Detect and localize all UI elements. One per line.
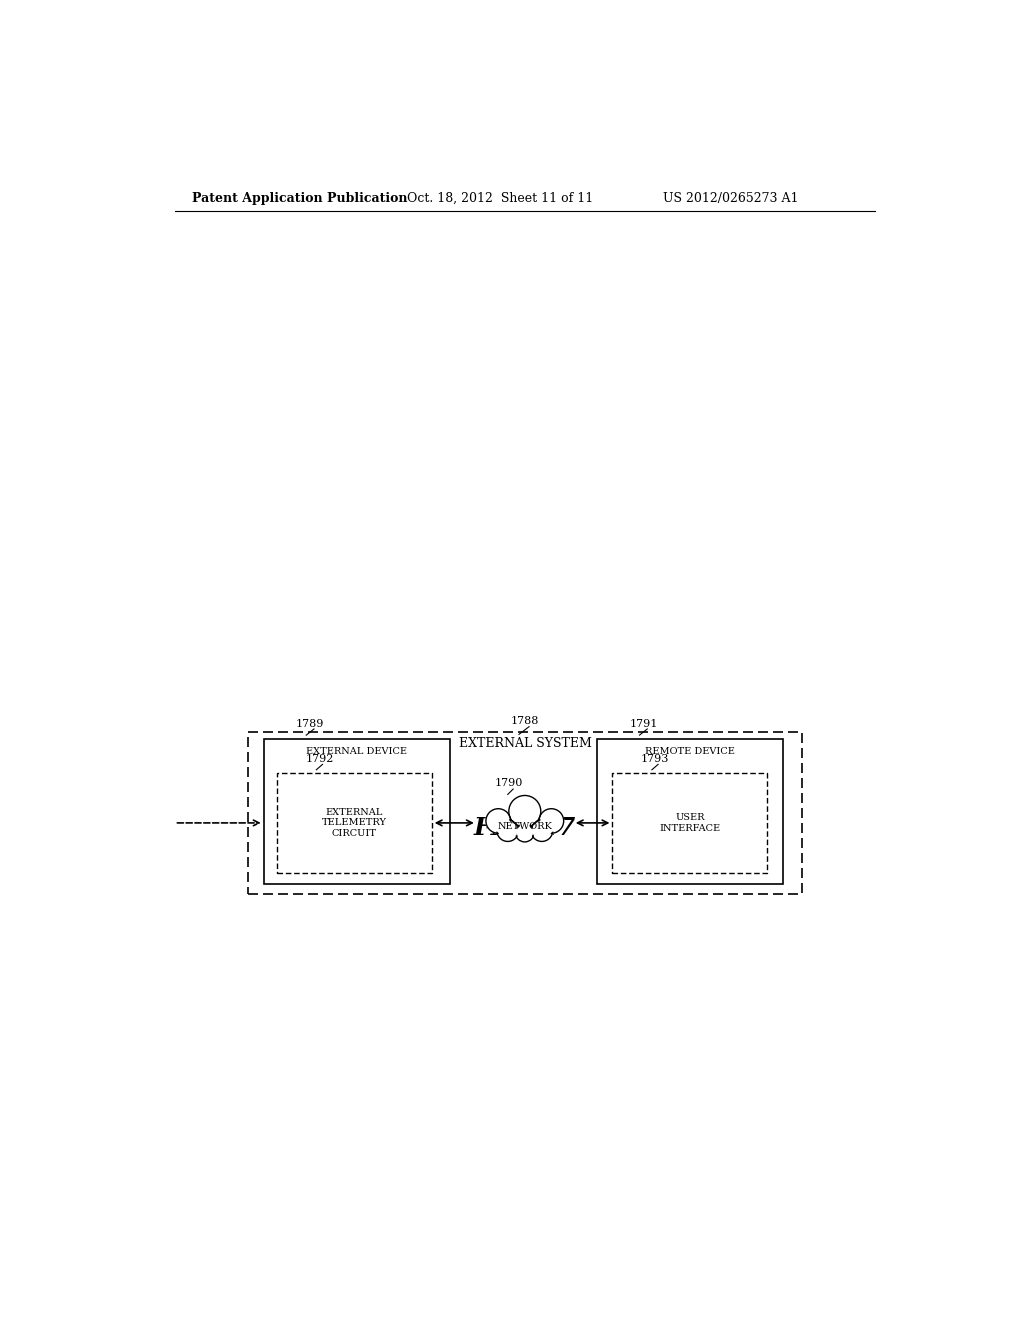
Circle shape: [540, 809, 563, 833]
Circle shape: [515, 824, 535, 842]
Bar: [263, 739, 450, 884]
Bar: [276, 774, 432, 873]
Circle shape: [531, 821, 552, 841]
Circle shape: [539, 809, 563, 833]
Bar: [248, 733, 802, 894]
Circle shape: [497, 820, 518, 841]
Circle shape: [517, 825, 532, 841]
Circle shape: [509, 796, 541, 828]
Bar: [612, 774, 767, 873]
Circle shape: [516, 824, 534, 841]
Text: Patent Application Publication: Patent Application Publication: [191, 191, 408, 205]
Text: 1788: 1788: [511, 715, 540, 726]
Circle shape: [486, 809, 510, 833]
Circle shape: [541, 810, 562, 832]
Text: US 2012/0265273 A1: US 2012/0265273 A1: [663, 191, 799, 205]
Text: Oct. 18, 2012  Sheet 11 of 11: Oct. 18, 2012 Sheet 11 of 11: [407, 191, 593, 205]
Text: USER
INTERFACE: USER INTERFACE: [659, 813, 721, 833]
Text: 1790: 1790: [496, 777, 523, 788]
Bar: [597, 739, 783, 884]
Text: 1792: 1792: [305, 754, 334, 764]
Text: EXTERNAL SYSTEM: EXTERNAL SYSTEM: [459, 737, 592, 750]
Circle shape: [532, 821, 551, 840]
Circle shape: [510, 797, 540, 826]
Circle shape: [531, 820, 553, 841]
Circle shape: [498, 821, 518, 841]
Text: 1793: 1793: [641, 754, 670, 764]
Text: 1789: 1789: [296, 718, 325, 729]
Text: REMOTE DEVICE: REMOTE DEVICE: [645, 747, 735, 756]
Circle shape: [486, 809, 511, 833]
Text: EXTERNAL DEVICE: EXTERNAL DEVICE: [306, 747, 408, 756]
Circle shape: [510, 796, 540, 826]
Circle shape: [487, 810, 509, 832]
Text: NETWORK: NETWORK: [498, 822, 552, 832]
Text: 1791: 1791: [629, 718, 657, 729]
Text: EXTERNAL
TELEMETRY
CIRCUIT: EXTERNAL TELEMETRY CIRCUIT: [322, 808, 387, 838]
Text: FIG. 17: FIG. 17: [474, 816, 575, 841]
Circle shape: [499, 821, 517, 840]
